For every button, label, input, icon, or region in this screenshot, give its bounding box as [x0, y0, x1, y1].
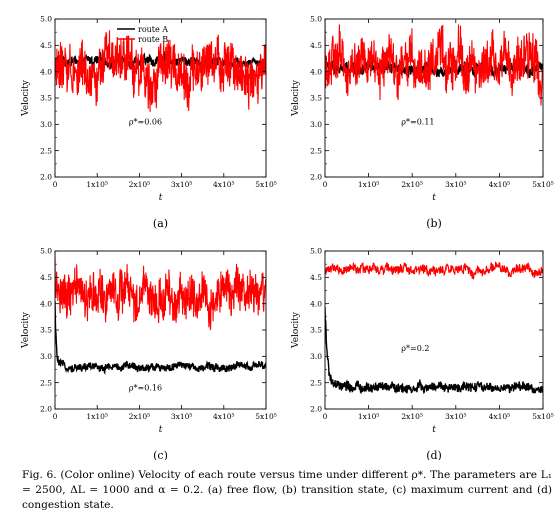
- x-tick-label: 3x10⁵: [445, 412, 467, 421]
- y-tick-label: 4.0: [40, 67, 52, 76]
- y-tick-label: 2.5: [40, 146, 52, 155]
- x-tick-label: 5x10⁵: [532, 180, 554, 189]
- series-route-b: [55, 30, 266, 112]
- rho-annotation: ρ*=0.06: [129, 117, 162, 126]
- x-tick-label: 4x10⁵: [489, 412, 511, 421]
- x-tick-label: 0: [53, 412, 58, 421]
- rho-annotation: ρ*=0.11: [401, 117, 434, 126]
- y-tick-label: 4.5: [310, 273, 322, 282]
- y-tick-label: 3.5: [310, 94, 322, 103]
- panel-label: (a): [153, 217, 168, 230]
- x-tick-label: 2x10⁵: [401, 412, 423, 421]
- x-axis-label: t: [432, 193, 436, 203]
- x-tick-label: 5x10⁵: [532, 412, 554, 421]
- x-tick-label: 0: [53, 180, 58, 189]
- x-tick-label: 4x10⁵: [489, 180, 511, 189]
- y-tick-label: 3.5: [310, 326, 322, 335]
- y-tick-label: 5.0: [40, 15, 52, 24]
- x-tick-label: 1x10⁵: [358, 412, 380, 421]
- y-tick-label: 2.5: [310, 378, 322, 387]
- x-tick-label: 1x10⁵: [358, 180, 380, 189]
- x-tick-label: 4x10⁵: [213, 412, 235, 421]
- series-route-a: [325, 307, 543, 395]
- x-tick-label: 3x10⁵: [445, 180, 467, 189]
- panel-label: (d): [426, 449, 442, 460]
- y-tick-label: 2.0: [310, 173, 322, 182]
- y-tick-label: 4.0: [310, 299, 322, 308]
- panel-2: 2.0 2.5 3.0 3.5 4.0 4.5 5.0 0 1x10⁵ 2x10⁵ 3x10⁵ 4x1…: [291, 15, 554, 230]
- y-tick-label: 2.5: [310, 146, 322, 155]
- rho-annotation: ρ*=0.2: [401, 344, 429, 353]
- figure-caption: Fig. 6. (Color online) Velocity of each …: [22, 468, 552, 513]
- panel-label: (b): [426, 217, 442, 230]
- series-route-b: [55, 256, 266, 331]
- x-tick-label: 2x10⁵: [401, 180, 423, 189]
- x-tick-label: 3x10⁵: [171, 180, 193, 189]
- caption-text: (Color online) Velocity of each route ve…: [22, 469, 552, 511]
- y-tick-label: 2.0: [40, 405, 52, 414]
- panel-1: 2.0 2.5 3.0 3.5 4.0 4.5 5.0 0 1x10⁵ 2x10⁵ 3x10⁵ 4x1…: [21, 15, 277, 230]
- rho-annotation: ρ*=0.16: [129, 384, 162, 393]
- y-tick-label: 2.0: [40, 173, 52, 182]
- y-tick-label: 3.0: [310, 352, 322, 361]
- panel-4: 2.0 2.5 3.0 3.5 4.0 4.5 5.0 0 1x10⁵ 2x10⁵ 3x10⁵ 4x1…: [291, 247, 554, 460]
- caption-lead: Fig. 6.: [22, 469, 57, 481]
- y-tick-label: 5.0: [40, 247, 52, 256]
- y-tick-label: 4.5: [40, 273, 52, 282]
- y-tick-label: 3.0: [310, 120, 322, 129]
- x-axis-label: t: [159, 193, 163, 203]
- x-tick-label: 0: [323, 180, 328, 189]
- y-axis-label: Velocity: [291, 79, 301, 117]
- x-tick-label: 2x10⁵: [129, 412, 151, 421]
- y-tick-label: 3.5: [40, 326, 52, 335]
- x-axis-label: t: [159, 425, 163, 435]
- y-tick-label: 4.0: [40, 299, 52, 308]
- y-tick-label: 4.5: [310, 41, 322, 50]
- x-tick-label: 2x10⁵: [129, 180, 151, 189]
- x-tick-label: 1x10⁵: [86, 180, 108, 189]
- x-tick-label: 1x10⁵: [86, 412, 108, 421]
- y-axis-label: Velocity: [21, 311, 31, 349]
- legend-entry: route A: [138, 25, 168, 34]
- legend-entry: route B: [138, 35, 168, 44]
- series-route-a: [55, 300, 266, 376]
- y-tick-label: 3.0: [40, 352, 52, 361]
- x-tick-label: 0: [323, 412, 328, 421]
- x-axis-label: t: [432, 425, 436, 435]
- y-tick-label: 2.5: [40, 378, 52, 387]
- y-tick-label: 4.5: [40, 41, 52, 50]
- y-tick-label: 3.5: [40, 94, 52, 103]
- x-tick-label: 5x10⁵: [255, 180, 277, 189]
- y-tick-label: 5.0: [310, 15, 322, 24]
- plot-frame: [324, 18, 544, 178]
- y-tick-label: 5.0: [310, 247, 322, 256]
- panel-label: (c): [153, 449, 168, 460]
- y-tick-label: 2.0: [310, 405, 322, 414]
- y-tick-label: 4.0: [310, 67, 322, 76]
- y-axis-label: Velocity: [21, 79, 31, 117]
- y-axis-label: Velocity: [291, 311, 301, 349]
- figure-6: 2.0 2.5 3.0 3.5 4.0 4.5 5.0 0 1x10⁵ 2x10⁵ 3x10⁵ 4x1…: [21, 15, 554, 460]
- series-route-b: [325, 261, 543, 281]
- panel-3: 2.0 2.5 3.0 3.5 4.0 4.5 5.0 0 1x10⁵ 2x10⁵ 3x10⁵ 4x1…: [21, 247, 277, 460]
- x-tick-label: 5x10⁵: [255, 412, 277, 421]
- y-tick-label: 3.0: [40, 120, 52, 129]
- x-tick-label: 3x10⁵: [171, 412, 193, 421]
- x-tick-label: 4x10⁵: [213, 180, 235, 189]
- series-route-b: [325, 19, 543, 106]
